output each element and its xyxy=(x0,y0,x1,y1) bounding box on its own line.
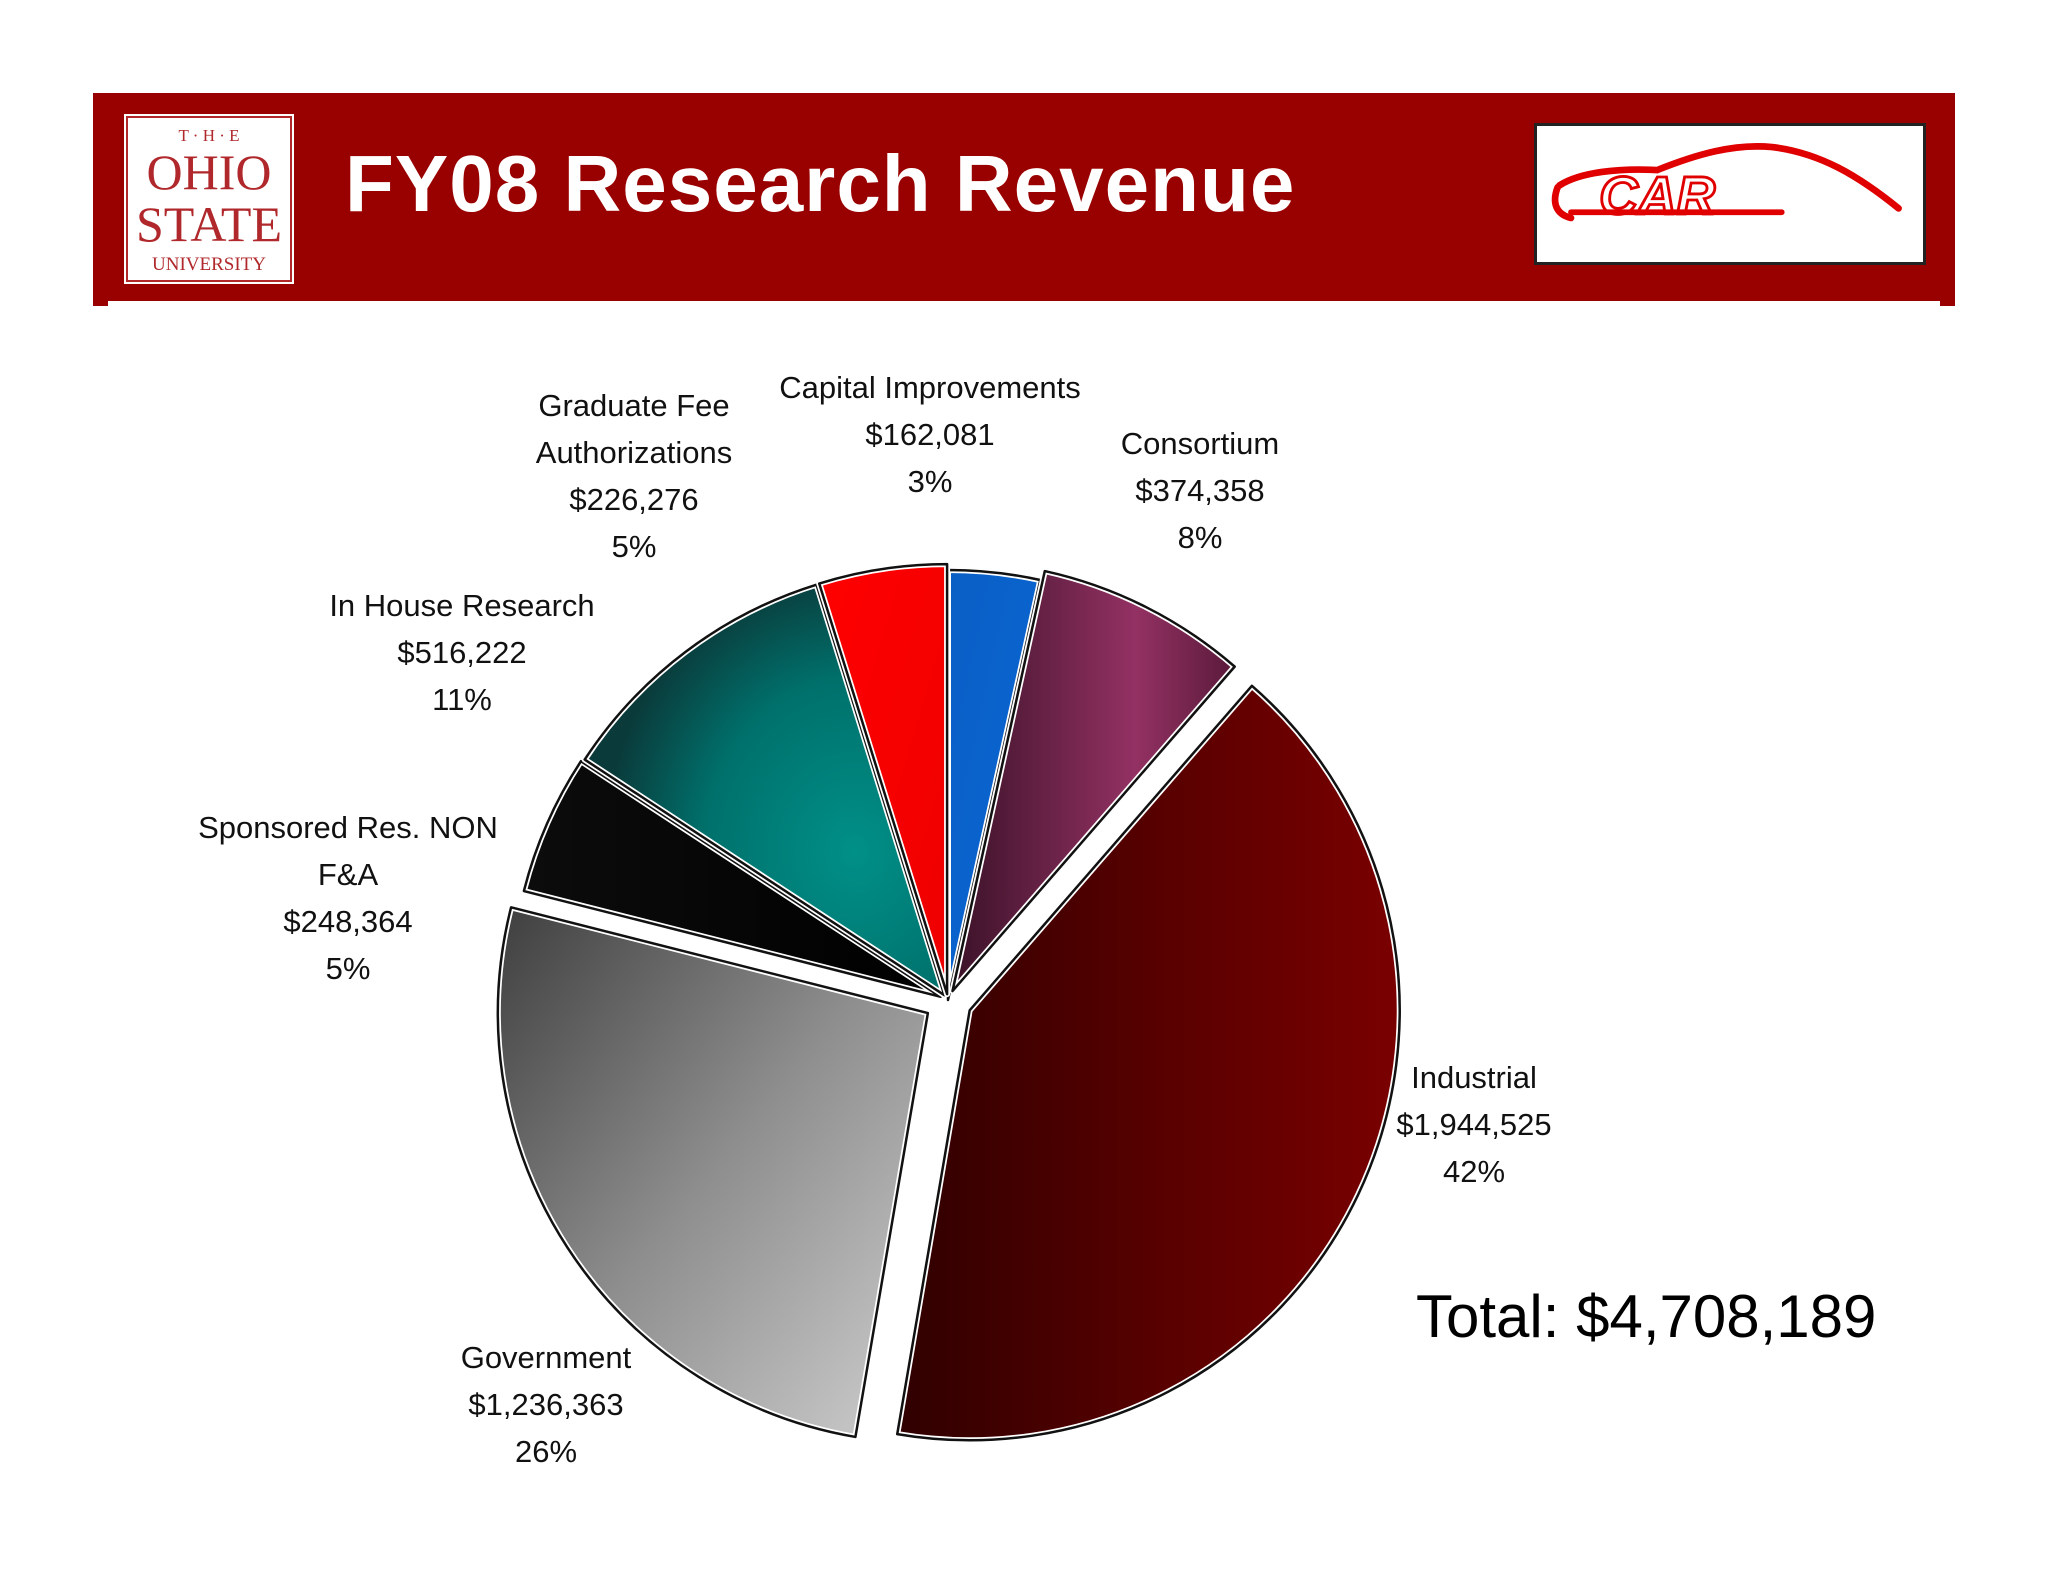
slice-label-consortium-value: $374,358 xyxy=(1135,473,1264,508)
slice-label-industrial-name-0: Industrial xyxy=(1411,1060,1537,1095)
pie-slice-outline-government xyxy=(496,906,930,1439)
slice-label-sponsored-res-name-1: F&A xyxy=(318,857,379,892)
page-title: FY08 Research Revenue xyxy=(345,139,1296,228)
car-logo-text: CAR xyxy=(1599,166,1715,226)
slice-label-graduate-fee-value: $226,276 xyxy=(569,482,698,517)
slice-label-sponsored-res-value: $248,364 xyxy=(283,904,412,939)
pie-slice-outline-consortium xyxy=(951,569,1236,993)
pie-slice-outline-graduate-fee xyxy=(817,562,949,996)
total-revenue: Total: $4,708,189 xyxy=(1416,1283,1877,1350)
slice-label-government-name-0: Government xyxy=(461,1340,632,1375)
slice-label-capital-improvements-percent: 3% xyxy=(908,464,953,499)
banner-divider xyxy=(108,301,1940,307)
slice-label-graduate-fee-name-1: Authorizations xyxy=(536,435,732,470)
logo-line-state: STATE xyxy=(136,196,282,252)
ohio-state-logo: T · H · E OHIO STATE UNIVERSITY xyxy=(124,114,294,284)
slice-label-consortium-percent: 8% xyxy=(1178,520,1223,555)
slice-label-industrial-percent: 42% xyxy=(1443,1154,1505,1189)
pie-slice-outline-in-house-research xyxy=(583,583,946,997)
pie-slice-outline-industrial xyxy=(895,684,1401,1442)
slice-label-government-value: $1,236,363 xyxy=(468,1387,623,1422)
slice-label-government-percent: 26% xyxy=(515,1434,577,1469)
slice-label-industrial-value: $1,944,525 xyxy=(1396,1107,1551,1142)
slice-label-sponsored-res-percent: 5% xyxy=(326,951,371,986)
slice-label-graduate-fee-name-0: Graduate Fee xyxy=(538,388,729,423)
logo-line-university: UNIVERSITY xyxy=(152,254,266,275)
pie-slice-outline-sponsored-res xyxy=(522,759,942,999)
slice-label-capital-improvements-value: $162,081 xyxy=(865,417,994,452)
logo-line-the: T · H · E xyxy=(178,126,239,145)
slice-label-in-house-research-name-0: In House Research xyxy=(329,588,594,623)
slice-label-sponsored-res-name-0: Sponsored Res. NON xyxy=(198,810,498,845)
logo-line-ohio: OHIO xyxy=(147,144,272,200)
slice-label-graduate-fee-percent: 5% xyxy=(612,529,657,564)
slice-label-in-house-research-value: $516,222 xyxy=(397,635,526,670)
car-logo: CAR xyxy=(1534,123,1926,265)
slice-label-consortium-name-0: Consortium xyxy=(1121,426,1280,461)
slice-label-capital-improvements-name-0: Capital Improvements xyxy=(779,370,1081,405)
slice-label-in-house-research-percent: 11% xyxy=(432,682,492,717)
